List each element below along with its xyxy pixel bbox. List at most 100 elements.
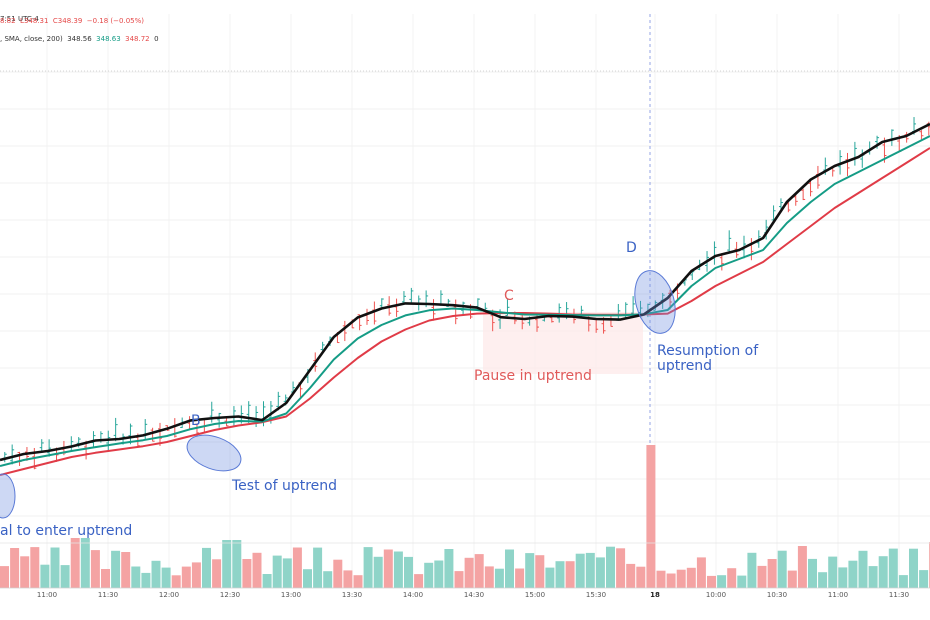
volume-bar xyxy=(282,558,292,588)
x-tick-label: 12:00 xyxy=(158,591,180,599)
annotation-c-text: Pause in uptrend xyxy=(474,368,592,384)
x-tick-label: 11:00 xyxy=(36,591,58,599)
volume-bar xyxy=(888,548,898,588)
volume-bar xyxy=(404,556,413,588)
annotation-d-text-1: Resumption of xyxy=(657,343,759,359)
volume-bar xyxy=(545,567,555,588)
x-tick-label: 10:30 xyxy=(766,591,788,599)
volume-bar xyxy=(383,549,393,588)
volume-bar xyxy=(111,550,121,588)
volume-bar xyxy=(222,540,232,588)
volume-bar xyxy=(616,548,626,588)
volume-bar xyxy=(898,575,908,588)
volume-bar xyxy=(303,569,312,588)
volume-bar xyxy=(171,575,181,588)
volume-bar xyxy=(525,553,535,588)
x-tick-label: 15:30 xyxy=(585,591,607,599)
volume-bar xyxy=(242,559,252,588)
legend-sma-v4: 0 xyxy=(154,35,159,43)
annotation-ellipse-b xyxy=(186,434,242,472)
volume-bar xyxy=(90,550,100,588)
volume-bar xyxy=(494,568,504,588)
volume-bar xyxy=(323,571,333,588)
volume-bar xyxy=(686,567,696,588)
volume-bar xyxy=(676,569,686,588)
annotation-b-text: Test of uptrend xyxy=(232,478,338,494)
volume-bar xyxy=(272,555,282,588)
volume-bar xyxy=(696,557,706,588)
volume-bar xyxy=(666,573,676,588)
volume-bar xyxy=(464,557,474,588)
annotation-b-letter: B xyxy=(191,413,201,429)
volume-bar xyxy=(474,554,484,588)
volume-bar xyxy=(101,569,110,588)
volume-bar xyxy=(60,565,70,588)
volume-bar xyxy=(535,555,545,588)
x-tick-label: 11:30 xyxy=(97,591,119,599)
volume-bar xyxy=(868,566,878,588)
volume-bar xyxy=(828,556,838,588)
ma-line-fast xyxy=(0,122,930,462)
legend-close: C348.39 xyxy=(52,17,83,25)
x-tick-label: 11:30 xyxy=(888,591,910,599)
legend-sma-v1: 348.56 xyxy=(67,35,92,43)
ma-line-slow xyxy=(0,147,930,476)
volume-bar xyxy=(80,538,90,588)
volume-bar xyxy=(767,559,777,588)
chart-grid xyxy=(0,14,930,588)
volume-bar xyxy=(151,560,161,588)
volume-bar xyxy=(646,445,656,588)
volume-bar xyxy=(717,575,727,588)
volume-bar xyxy=(262,574,272,588)
volume-bar xyxy=(30,547,40,588)
x-tick-label: 11:00 xyxy=(827,591,849,599)
volume-bar xyxy=(555,561,565,588)
volume-bar xyxy=(444,549,454,588)
volume-bar xyxy=(50,547,60,588)
volume-bar xyxy=(626,563,636,588)
volume-bar xyxy=(919,570,929,588)
volume-bar xyxy=(797,546,807,588)
volume-bar xyxy=(484,566,494,588)
volume-bar xyxy=(202,547,211,588)
volume-bar xyxy=(343,570,353,588)
price-bars xyxy=(2,117,930,470)
legend-sma-v3: 348.72 xyxy=(125,35,150,43)
annotation-d-text-2: uptrend xyxy=(657,358,713,374)
legend-time-row: 7:51 UTC-4 xyxy=(0,15,39,23)
volume-bar xyxy=(313,547,323,588)
volume-bar xyxy=(424,562,434,588)
volume-bar xyxy=(909,548,918,588)
volume-bar xyxy=(777,550,787,588)
volume-bar xyxy=(636,566,646,588)
volume-bar xyxy=(838,567,848,588)
volume-bar xyxy=(363,547,373,588)
annotation-ellipse-a xyxy=(0,473,16,519)
moving-averages xyxy=(0,122,930,476)
volume-bar xyxy=(565,561,575,588)
annotation-c-letter: C xyxy=(504,288,514,304)
pause-highlight-zone xyxy=(483,312,643,374)
annotation-a-text: al to enter uptrend xyxy=(0,523,133,539)
volume-bar xyxy=(808,558,817,588)
volume-bar xyxy=(131,566,141,588)
volume-bar xyxy=(10,548,20,588)
ma-line-mid xyxy=(0,135,930,467)
annotation-d-letter: D xyxy=(626,240,637,256)
volume-bar xyxy=(292,547,302,588)
volume-bar xyxy=(757,565,767,588)
legend-low: L348.31 xyxy=(20,17,49,25)
x-tick-label: 14:30 xyxy=(463,591,485,599)
legend-ohlc-values: 8.82 L348.31 C348.39 −0.18 (−0.05%) xyxy=(0,17,144,25)
x-tick-label: 12:30 xyxy=(219,591,241,599)
volume-bar xyxy=(818,572,828,588)
volume-bar xyxy=(737,575,747,588)
volume-bar xyxy=(161,567,171,588)
volume-bar xyxy=(40,564,50,588)
volume-bar xyxy=(121,552,131,588)
volume-bar xyxy=(191,562,201,588)
legend-time: 7:51 UTC-4 xyxy=(0,15,39,23)
x-tick-label: 14:00 xyxy=(402,591,424,599)
volume-bar xyxy=(787,570,797,588)
